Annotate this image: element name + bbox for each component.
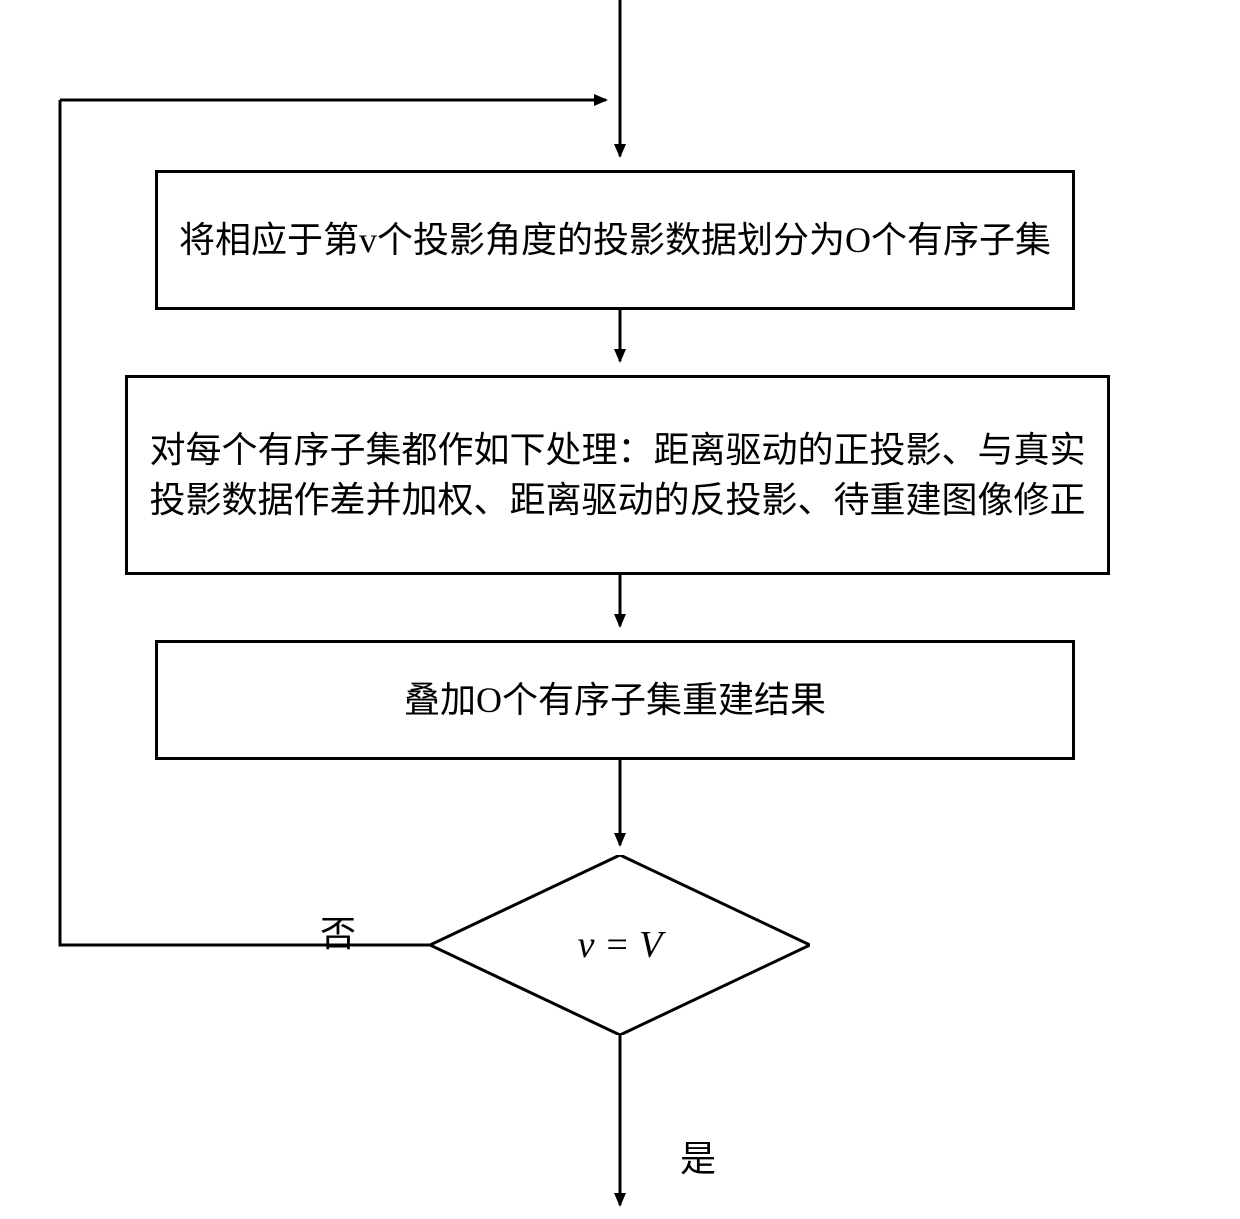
- process-box-combine-text: 叠加O个有序子集重建结果: [404, 675, 826, 725]
- decision-diamond: v = V: [430, 855, 810, 1035]
- process-box-combine: 叠加O个有序子集重建结果: [155, 640, 1075, 760]
- process-box-iterate: 对每个有序子集都作如下处理：距离驱动的正投影、与真实投影数据作差并加权、距离驱动…: [125, 375, 1110, 575]
- process-box-iterate-text: 对每个有序子集都作如下处理：距离驱动的正投影、与真实投影数据作差并加权、距离驱动…: [148, 425, 1087, 526]
- edge-label-no: 否: [320, 905, 356, 957]
- decision-label: v = V: [578, 923, 663, 967]
- process-box-partition: 将相应于第v个投影角度的投影数据划分为O个有序子集: [155, 170, 1075, 310]
- process-box-partition-text: 将相应于第v个投影角度的投影数据划分为O个有序子集: [179, 215, 1051, 265]
- flowchart-canvas: 将相应于第v个投影角度的投影数据划分为O个有序子集 对每个有序子集都作如下处理：…: [0, 0, 1240, 1219]
- edge-label-yes: 是: [680, 1130, 716, 1182]
